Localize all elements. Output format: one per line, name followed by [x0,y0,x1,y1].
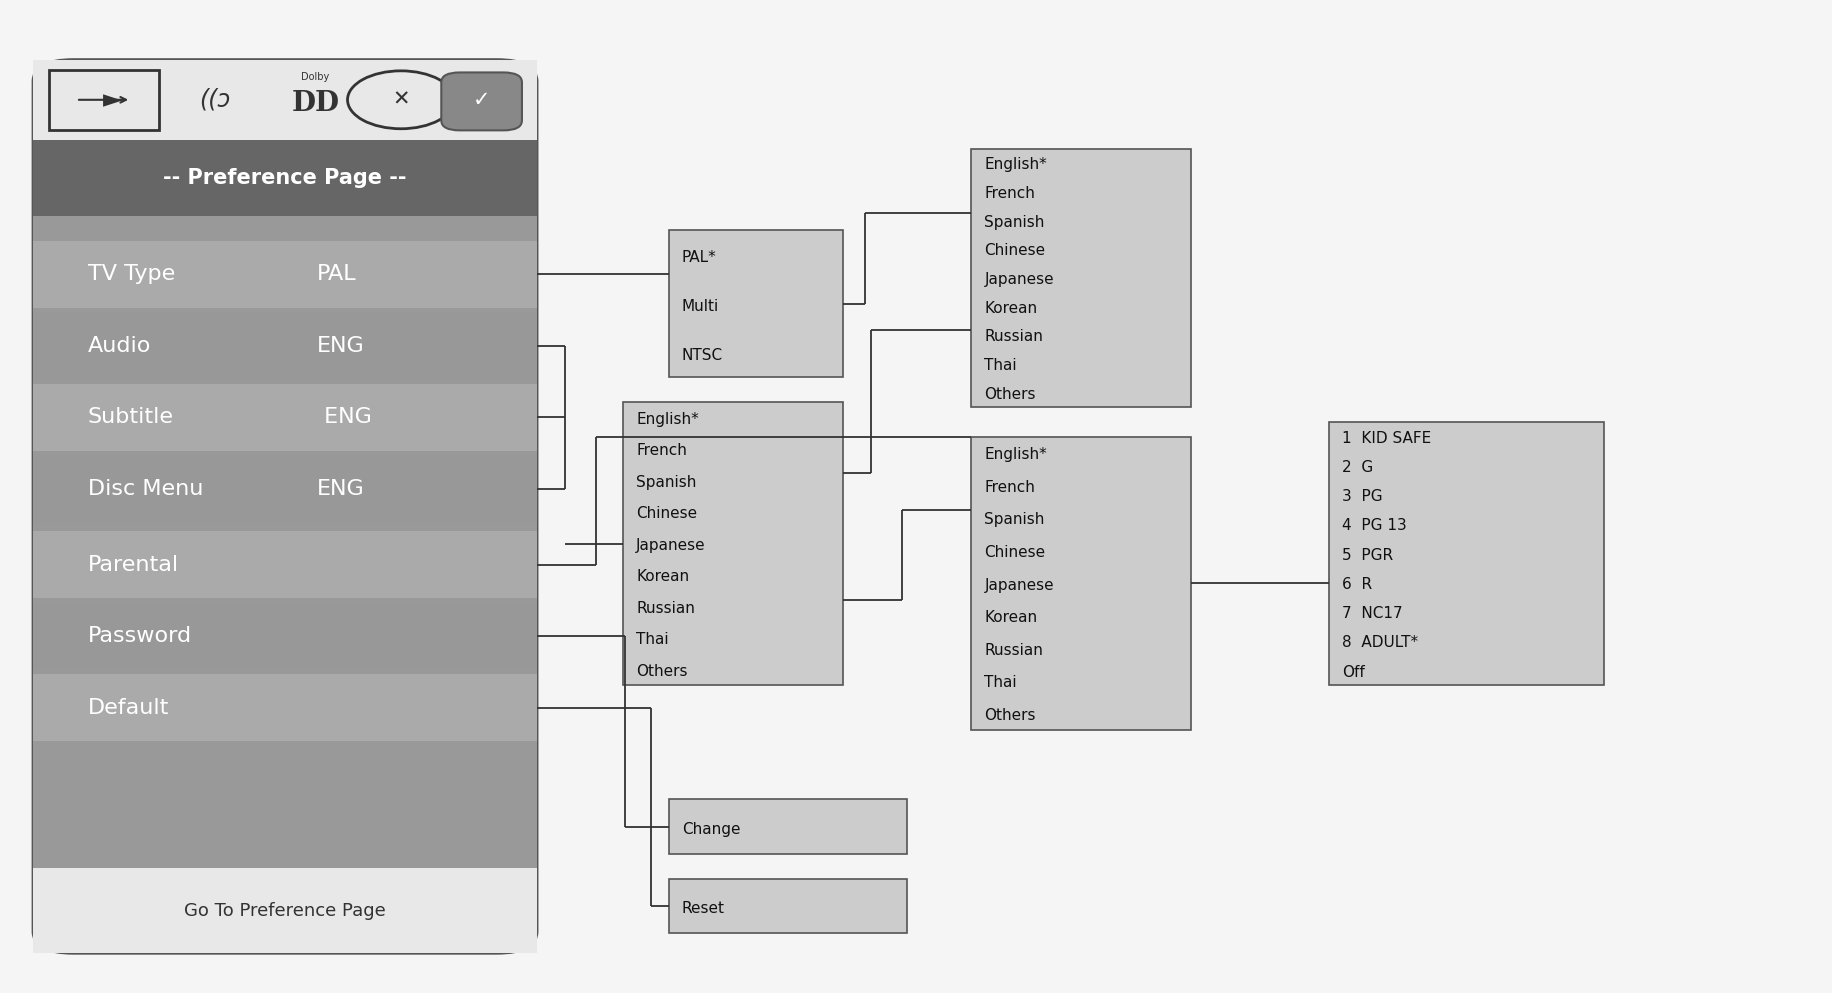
Bar [49,71,159,129]
Text: Multi: Multi [682,299,718,314]
Text: NTSC: NTSC [682,348,722,362]
Text: -- Preference Page --: -- Preference Page -- [163,168,407,188]
Text: 3  PG: 3 PG [1341,490,1381,504]
Text: Disc Menu: Disc Menu [88,479,203,498]
Bar [623,402,843,685]
Text: English*: English* [984,447,1046,463]
Bar [33,60,537,140]
Text: Japanese: Japanese [984,578,1053,593]
Text: 8  ADULT*: 8 ADULT* [1341,636,1418,650]
Text: Others: Others [984,386,1035,402]
Bar [33,215,537,868]
Bar [971,149,1191,407]
Text: Off: Off [1341,664,1363,679]
Text: French: French [636,444,687,459]
FancyBboxPatch shape [33,60,537,953]
Text: Parental: Parental [88,554,180,575]
Bar [1328,422,1603,685]
Text: Password: Password [88,626,192,646]
Text: ►: ► [103,87,123,112]
Text: Korean: Korean [984,610,1037,625]
Bar [33,868,537,953]
Text: DD: DD [291,90,339,117]
Bar [669,230,843,377]
Text: Chinese: Chinese [984,545,1044,560]
Text: Default: Default [88,697,169,718]
Bar [33,603,537,669]
Text: ✕: ✕ [392,89,410,110]
Text: Go To Preference Page: Go To Preference Page [183,902,387,920]
Text: 1  KID SAFE: 1 KID SAFE [1341,431,1431,446]
Text: English*: English* [636,412,698,427]
Text: English*: English* [984,157,1046,172]
Text: Dolby: Dolby [300,72,330,82]
Bar [33,140,537,216]
Bar [33,383,537,451]
Text: Spanish: Spanish [984,512,1044,527]
Text: Thai: Thai [636,633,669,647]
Text: 5  PGR: 5 PGR [1341,547,1392,563]
Text: ENG: ENG [317,479,365,498]
FancyBboxPatch shape [442,72,522,130]
Text: Spanish: Spanish [636,475,696,490]
Text: PAL: PAL [317,264,357,284]
Text: 4  PG 13: 4 PG 13 [1341,518,1405,533]
Text: Korean: Korean [984,301,1037,316]
Bar [669,879,907,933]
Bar [33,240,537,308]
Text: Japanese: Japanese [984,272,1053,287]
Text: 2  G: 2 G [1341,460,1372,475]
Text: Korean: Korean [636,569,689,584]
Text: PAL*: PAL* [682,250,716,265]
Text: Spanish: Spanish [984,214,1044,229]
Text: Chinese: Chinese [984,243,1044,258]
Bar [33,674,537,741]
Text: TV Type: TV Type [88,264,176,284]
Text: Subtitle: Subtitle [88,407,174,427]
Text: Chinese: Chinese [636,506,696,521]
Text: Others: Others [636,663,687,678]
Bar [971,437,1191,730]
Text: Audio: Audio [88,336,152,355]
Text: ENG: ENG [317,336,365,355]
Text: ENG: ENG [317,407,372,427]
Bar [33,312,537,379]
Text: 6  R: 6 R [1341,577,1370,592]
Text: Japanese: Japanese [636,538,705,553]
Text: Russian: Russian [636,601,694,616]
Bar [33,455,537,522]
Text: Others: Others [984,708,1035,723]
Text: French: French [984,186,1035,201]
Bar [669,799,907,854]
Text: ✓: ✓ [473,89,491,110]
Bar [33,531,537,598]
Text: Thai: Thai [984,675,1017,690]
Text: 7  NC17: 7 NC17 [1341,606,1401,621]
Text: Thai: Thai [984,358,1017,373]
Text: Change: Change [682,822,740,837]
Text: ((ↄ: ((ↄ [198,87,231,112]
Text: Russian: Russian [984,642,1042,657]
Text: French: French [984,480,1035,495]
Text: Russian: Russian [984,330,1042,345]
Text: Reset: Reset [682,902,724,917]
